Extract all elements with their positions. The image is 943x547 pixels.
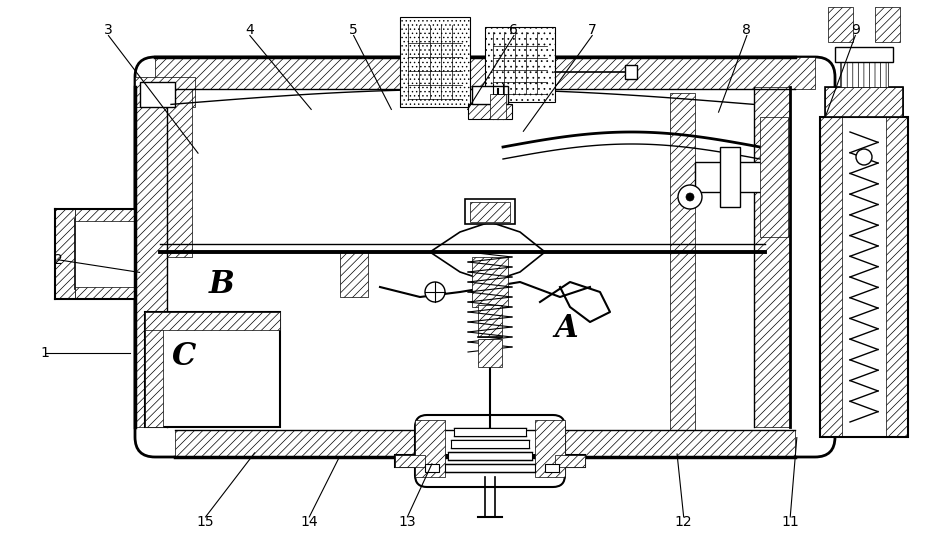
Text: 14: 14: [301, 515, 318, 529]
Text: 3: 3: [104, 23, 113, 37]
Bar: [340, 252, 368, 297]
Bar: [135, 77, 195, 107]
Bar: [468, 104, 512, 119]
Text: 12: 12: [675, 515, 692, 529]
Bar: [825, 87, 903, 117]
Bar: [754, 87, 790, 427]
Text: C: C: [172, 341, 196, 372]
Bar: [175, 430, 795, 457]
Bar: [535, 420, 565, 477]
Bar: [820, 117, 842, 437]
Bar: [425, 464, 439, 472]
Bar: [825, 87, 903, 117]
Bar: [155, 57, 815, 89]
Text: A: A: [554, 313, 578, 344]
Bar: [465, 199, 515, 224]
Bar: [400, 17, 470, 107]
Text: 7: 7: [587, 23, 597, 37]
Bar: [451, 440, 529, 448]
Bar: [140, 82, 175, 107]
Bar: [135, 87, 168, 427]
Text: B: B: [208, 269, 235, 300]
Bar: [545, 464, 559, 472]
Bar: [454, 428, 526, 436]
Bar: [55, 209, 75, 299]
Bar: [75, 219, 135, 289]
Bar: [75, 209, 135, 221]
Bar: [555, 455, 585, 467]
Bar: [828, 7, 853, 42]
FancyBboxPatch shape: [135, 57, 835, 457]
Text: 2: 2: [54, 253, 63, 267]
Text: 4: 4: [245, 23, 255, 37]
Bar: [720, 147, 740, 207]
Text: 11: 11: [782, 515, 799, 529]
Bar: [145, 312, 280, 427]
Circle shape: [856, 149, 872, 165]
Bar: [875, 7, 900, 42]
Bar: [472, 86, 508, 104]
Bar: [695, 162, 765, 192]
FancyBboxPatch shape: [415, 415, 565, 487]
Bar: [490, 95, 506, 119]
Bar: [478, 339, 502, 367]
Text: 9: 9: [851, 23, 860, 37]
Bar: [168, 89, 192, 257]
Bar: [478, 305, 502, 337]
Bar: [670, 93, 695, 430]
Text: 8: 8: [742, 23, 752, 37]
Bar: [760, 117, 788, 237]
Bar: [472, 257, 508, 307]
Bar: [840, 62, 888, 87]
Bar: [395, 455, 585, 467]
Text: 15: 15: [197, 515, 214, 529]
Bar: [835, 47, 893, 62]
Text: 5: 5: [349, 23, 358, 37]
Text: 6: 6: [509, 23, 519, 37]
Bar: [625, 65, 637, 79]
Bar: [395, 455, 425, 467]
Text: 13: 13: [399, 515, 416, 529]
Bar: [445, 464, 535, 472]
Bar: [75, 287, 135, 299]
Bar: [485, 27, 555, 102]
Circle shape: [686, 193, 694, 201]
Circle shape: [678, 185, 702, 209]
Bar: [145, 312, 280, 330]
Bar: [145, 312, 163, 427]
Bar: [886, 117, 908, 437]
Bar: [415, 420, 445, 477]
Bar: [820, 117, 908, 437]
Circle shape: [425, 282, 445, 302]
Text: 1: 1: [41, 346, 50, 360]
Bar: [470, 202, 510, 222]
Bar: [448, 452, 532, 460]
